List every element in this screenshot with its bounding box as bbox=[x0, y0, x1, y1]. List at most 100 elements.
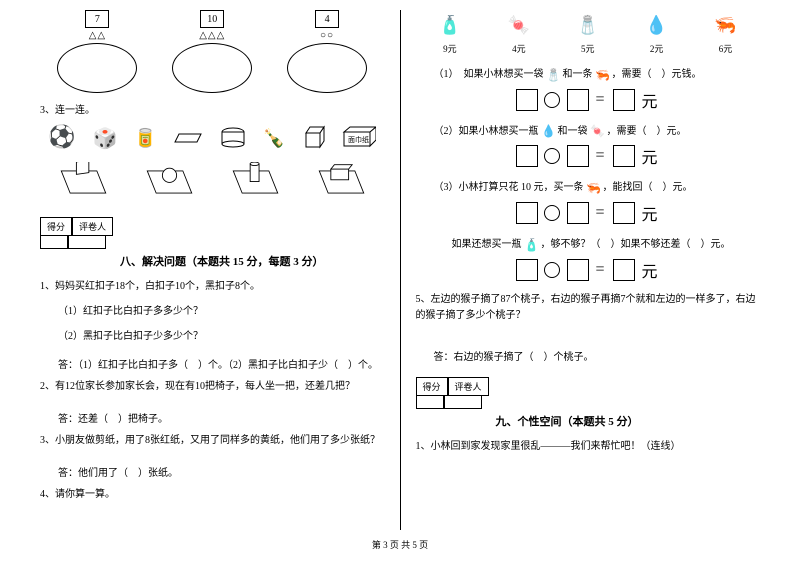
icons-top-row: ⚽ 🎲 🥫 🍾 面巾纸 bbox=[40, 124, 385, 152]
grader-empty bbox=[68, 235, 106, 249]
s8-q1-ans: 答：（1）红扣子比白扣子多（ ）个。（2）黑扣子比白扣子少（ ）个。 bbox=[58, 356, 385, 371]
shrimp-inline-icon: 🦐 bbox=[595, 68, 609, 82]
eq-box bbox=[613, 89, 635, 111]
grader-label: 评卷人 bbox=[448, 377, 489, 396]
eq-box bbox=[516, 202, 538, 224]
q2c-text: ，需要（ ）元。 bbox=[607, 126, 687, 137]
eq-equals: = bbox=[595, 91, 606, 108]
q3-extra-text: 如果还想买一瓶 bbox=[452, 239, 522, 250]
s8-q2-ans: 答：还差（ ）把椅子。 bbox=[58, 410, 385, 425]
equation-row-1: = 元 bbox=[416, 88, 761, 112]
grader-label: 评卷人 bbox=[72, 217, 113, 236]
section-9-title: 九、个性空间（本题共 5 分） bbox=[496, 413, 761, 429]
r-q3-extra: 如果还想买一瓶 🧴 ，够不够？（ ）如果不够还差（ ）元。 bbox=[452, 235, 761, 252]
candy-icon: 🍬 bbox=[507, 10, 531, 40]
tissue-box-icon: 面巾纸 bbox=[342, 126, 376, 151]
eq-box bbox=[516, 89, 538, 111]
s8-q3: 3、小朋友做剪纸，用了8张红纸，又用了同样多的黄纸，他们用了多少张纸？ bbox=[40, 431, 385, 446]
s8-q4: 4、请你算一算。 bbox=[40, 485, 385, 500]
equation-row-2: = 元 bbox=[416, 144, 761, 168]
shrimp-icon: 🦐 bbox=[714, 10, 738, 40]
r-q1: （1） 如果小林想买一袋 🧂 和一条 🦐 ，需要（ ）元钱。 bbox=[434, 65, 761, 82]
cube-icon bbox=[302, 125, 326, 152]
price-label: 4元 bbox=[512, 44, 526, 54]
score-empty bbox=[40, 235, 68, 249]
page-footer: 第 3 页 共 5 页 bbox=[0, 530, 800, 551]
eq-op bbox=[544, 262, 560, 278]
plate-3 bbox=[228, 162, 283, 202]
drum-icon bbox=[220, 126, 246, 151]
page-container: 7 △△ 10 △△△ 4 ○○ 3、连一连。 ⚽ 🎲 🥫 🍾 bbox=[0, 0, 800, 530]
score-label: 得分 bbox=[416, 377, 448, 396]
oval-group-1: 7 △△ bbox=[47, 10, 147, 93]
price-item: 🧂 5元 bbox=[576, 10, 600, 55]
column-divider bbox=[400, 10, 401, 530]
r-q5: 5、左边的猴子摘了87个桃子，右边的猴子再摘7个就和左边的一样多了，右边的猴子摘… bbox=[416, 292, 761, 324]
oval-group-2: 10 △△△ bbox=[162, 10, 262, 93]
eq-op bbox=[544, 92, 560, 108]
price-item: 🦐 6元 bbox=[714, 10, 738, 55]
price-label: 9元 bbox=[443, 44, 457, 54]
s9-q1: 1、小林回到家发现家里很乱———我们来帮忙吧！（连线） bbox=[416, 437, 761, 452]
oil-bottle-icon: 🧴 bbox=[438, 10, 462, 40]
water-inline-icon: 💧 bbox=[541, 124, 555, 138]
price-label: 6元 bbox=[719, 44, 733, 54]
shrimp-inline-icon: 🦐 bbox=[586, 181, 600, 195]
eq-equals: = bbox=[595, 204, 606, 221]
eq-equals: = bbox=[595, 147, 606, 164]
q3-extra2-text: ，够不够？（ ）如果不够还差（ ）元。 bbox=[541, 239, 731, 250]
eq-op bbox=[544, 148, 560, 164]
oval-shape bbox=[172, 43, 252, 93]
q2-text: （2）如果小林想买一瓶 bbox=[434, 126, 539, 137]
eq-yuan: 元 bbox=[642, 94, 660, 111]
bottle-icon: 🍾 bbox=[263, 128, 285, 149]
grader-empty bbox=[444, 395, 482, 409]
score-box-r: 得分 评卷人 bbox=[416, 377, 761, 396]
eq-equals: = bbox=[595, 261, 606, 278]
plate-1 bbox=[56, 162, 111, 202]
oil-inline-icon: 🧴 bbox=[524, 238, 538, 252]
shapes-label: ○○ bbox=[277, 30, 377, 41]
price-item: 🧴 9元 bbox=[438, 10, 462, 55]
score-empty bbox=[416, 395, 444, 409]
r-q3: （3）小林打算只花 10 元，买一条 🦐 ，能找回（ ）元。 bbox=[434, 178, 761, 195]
price-row: 🧴 9元 🍬 4元 🧂 5元 💧 2元 🦐 6元 bbox=[416, 10, 761, 55]
score-box-r-empty bbox=[416, 395, 761, 409]
num-box: 4 bbox=[315, 10, 339, 28]
shapes-label: △△△ bbox=[162, 30, 262, 41]
ovals-row: 7 △△ 10 △△△ 4 ○○ bbox=[40, 10, 385, 93]
salt-bag-icon: 🧂 bbox=[576, 10, 600, 40]
shapes-label: △△ bbox=[47, 30, 147, 41]
s8-q1-2: （2）黑扣子比白扣子少多少个？ bbox=[58, 327, 385, 342]
left-column: 7 △△ 10 △△△ 4 ○○ 3、连一连。 ⚽ 🎲 🥫 🍾 bbox=[30, 10, 395, 530]
eq-box bbox=[567, 202, 589, 224]
eq-box bbox=[613, 202, 635, 224]
price-item: 💧 2元 bbox=[645, 10, 669, 55]
eq-box bbox=[613, 259, 635, 281]
r-q2: （2）如果小林想买一瓶 💧 和一袋 🍬 ，需要（ ）元。 bbox=[434, 122, 761, 139]
eq-yuan: 元 bbox=[642, 264, 660, 281]
q1-text: （1） 如果小林想买一袋 bbox=[434, 69, 544, 80]
s8-q1: 1、妈妈买红扣子18个，白扣子10个，黑扣子8个。 bbox=[40, 277, 385, 292]
eq-box bbox=[516, 259, 538, 281]
can-icon: 🥫 bbox=[134, 128, 156, 149]
water-bottle-icon: 💧 bbox=[645, 10, 669, 40]
num-box: 10 bbox=[200, 10, 224, 28]
q3-text: （3）小林打算只花 10 元，买一条 bbox=[434, 182, 584, 193]
equation-row-3: = 元 bbox=[416, 201, 761, 225]
oval-shape bbox=[57, 43, 137, 93]
eq-yuan: 元 bbox=[642, 150, 660, 167]
eq-box bbox=[567, 259, 589, 281]
q1b-text: 和一条 bbox=[563, 69, 593, 80]
score-box: 得分 评卷人 bbox=[40, 217, 385, 236]
score-label: 得分 bbox=[40, 217, 72, 236]
right-column: 🧴 9元 🍬 4元 🧂 5元 💧 2元 🦐 6元 （1） 如果小林想买一袋 bbox=[406, 10, 771, 530]
oval-shape bbox=[287, 43, 367, 93]
s8-q2: 2、有12位家长参加家长会，现在有10把椅子，每人坐一把，还差几把？ bbox=[40, 377, 385, 392]
plate-4 bbox=[314, 162, 369, 202]
dice-icon: 🎲 bbox=[93, 126, 118, 151]
eq-box bbox=[516, 145, 538, 167]
plates-row bbox=[40, 162, 385, 202]
eraser-icon bbox=[173, 128, 203, 149]
eq-op bbox=[544, 205, 560, 221]
